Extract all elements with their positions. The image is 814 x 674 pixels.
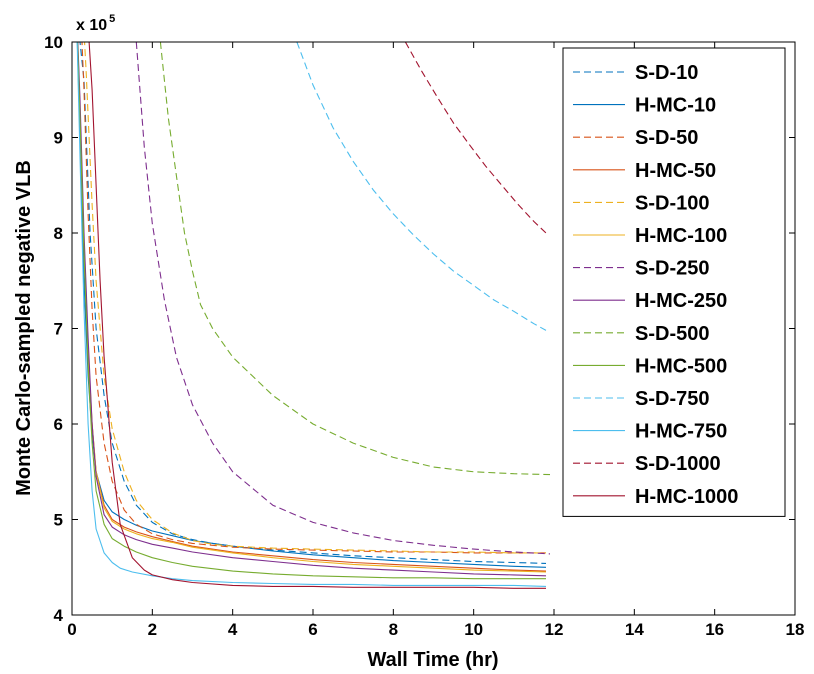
axes-group: 0 2 4 6 8 10 12 14 16 18 4 5 6 7 8 9 10 (44, 33, 804, 639)
x-tick-label: 14 (625, 620, 644, 639)
x-tick-label: 6 (308, 620, 317, 639)
legend-label: S-D-50 (635, 127, 698, 149)
legend-label: H-MC-10 (635, 95, 716, 117)
legend-label: H-MC-1000 (635, 486, 738, 508)
legend-label: S-D-500 (635, 323, 709, 345)
legend-label: S-D-100 (635, 192, 709, 214)
series-line-s-d-500 (159, 42, 551, 476)
legend-label: H-MC-750 (635, 421, 727, 443)
y-tick-label: 5 (54, 511, 63, 530)
legend-label: H-MC-50 (635, 160, 716, 182)
legend-label: S-D-10 (635, 62, 698, 84)
legend-label: S-D-1000 (635, 453, 721, 475)
y-tick-label: 4 (54, 606, 64, 625)
plot-frame (71, 41, 796, 616)
legend-label: S-D-250 (635, 258, 709, 280)
series-line-s-d-1000 (404, 42, 547, 234)
series-line-s-d-250 (135, 42, 551, 555)
x-tick-label: 16 (705, 620, 724, 639)
legend-box (562, 47, 786, 517)
legend: S-D-10 H-MC-10 S-D-50 H-MC-50 S-D-100 H-MC-10… (562, 47, 786, 517)
y-axis-multiplier: x 10 5 (76, 13, 115, 34)
legend-label: H-MC-500 (635, 355, 727, 377)
y-tick-label: 9 (54, 129, 63, 148)
y-axis-label: Monte Carlo-sampled negative VLB (13, 160, 35, 496)
legend-label: H-MC-250 (635, 290, 727, 312)
x-tick-label: 18 (786, 620, 805, 639)
x-axis-label: Wall Time (hr) (367, 649, 498, 671)
series-line-h-mc-250 (77, 42, 547, 577)
series-line-h-mc-500 (76, 42, 546, 580)
y-tick-label: 6 (54, 415, 63, 434)
x-tick-label: 10 (464, 620, 483, 639)
legend-label: H-MC-100 (635, 225, 727, 247)
legend-label: S-D-750 (635, 388, 709, 410)
x-tick-label: 4 (228, 620, 238, 639)
series-group (76, 42, 551, 589)
series-line-s-d-10 (79, 42, 547, 564)
x-tick-label: 12 (545, 620, 564, 639)
x-tick-label: 2 (148, 620, 157, 639)
x-tick-label: 0 (67, 620, 76, 639)
series-line-s-d-50 (81, 42, 546, 554)
x-tick-label: 8 (389, 620, 398, 639)
series-line-h-mc-1000 (88, 42, 546, 589)
y-tick-label: 8 (54, 224, 63, 243)
y-tick-label: 10 (44, 33, 63, 52)
y-tick-label: 7 (54, 320, 63, 339)
series-line-s-d-750 (296, 42, 547, 331)
